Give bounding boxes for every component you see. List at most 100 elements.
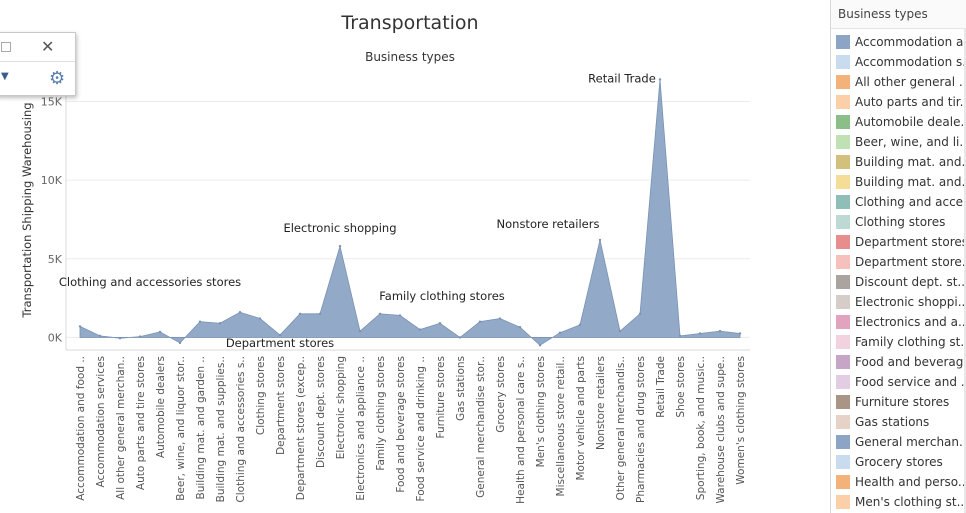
legend-label: Food and beverag.. [855,355,965,369]
data-point [218,322,222,325]
legend-item[interactable]: Beer, wine, and li.. [831,132,966,152]
legend-label: Department stores [855,235,965,249]
data-point [598,238,602,242]
data-point [698,332,702,335]
x-tick-label: Building mat. and supplies.. [215,356,227,502]
legend-label: Family clothing st.. [855,335,965,349]
x-tick-label: All other general merchan.. [115,356,127,500]
x-tick-label: Auto parts and tire stores [135,356,147,490]
legend-swatch [836,235,850,249]
data-point [238,311,242,314]
x-tick-label: Miscellaneous store retail.. [555,356,567,496]
gear-icon[interactable]: ⚙ [49,68,66,89]
x-tick-label: Women's clothing stores [735,356,747,485]
legend-item[interactable]: Building mat. and.. [831,172,966,192]
x-tick-label: Clothing and accessories s.. [235,356,247,503]
legend-item[interactable]: Auto parts and tir.. [831,92,966,112]
legend-item[interactable]: Clothing stores [831,212,966,232]
data-point [78,325,82,328]
legend-swatch [836,175,850,189]
x-tick-label: Warehouse clubs and supe.. [715,356,727,504]
x-tick-label: Pharmacies and drug stores [635,356,647,503]
legend-item[interactable]: Accommodation s.. [831,52,966,72]
legend-swatch [836,375,850,389]
data-point [438,322,442,325]
legend-item[interactable]: Electronic shoppi.. [831,292,966,312]
area-series [79,79,741,346]
legend-label: Electronics and a.. [855,315,965,329]
legend-item[interactable]: Men's clothing st.. [831,492,966,512]
x-tick-label: Discount dept. stores [315,356,327,468]
legend-label: Automobile deale.. [855,115,965,129]
legend-item[interactable]: All other general .. [831,72,966,92]
data-point [458,336,462,339]
legend-list: Accommodation a.. Accommodation s.. All ot… [831,29,966,512]
annotation-label: Family clothing stores [379,289,505,303]
legend-item[interactable]: Food and beverag.. [831,352,966,372]
legend-item[interactable]: Accommodation a.. [831,32,966,52]
data-point [338,244,342,248]
toolbar-divider [0,61,75,62]
legend-item[interactable]: Department stores [831,232,966,252]
legend-item[interactable]: Furniture stores [831,392,966,412]
annotation-label: Clothing and accessories stores [59,275,241,289]
legend-label: Accommodation s.. [855,55,965,69]
x-tick-label: Health and personal care s.. [515,356,527,504]
restore-icon[interactable] [1,42,11,52]
legend-item[interactable]: Building mat. and.. [831,152,966,172]
legend-label: General merchan.. [855,435,965,449]
x-tick-label: Department stores (excep.. [295,356,307,500]
legend-item[interactable]: Gas stations [831,412,966,432]
x-tick-label: Automobile dealers [155,356,167,458]
data-point [418,328,422,331]
legend-item[interactable]: Discount dept. st.. [831,272,966,292]
legend-label: Discount dept. st.. [855,275,965,289]
x-tick-label: Motor vehicle and parts [575,356,587,481]
data-point [658,78,662,81]
x-tick-label: Men's clothing stores [535,356,547,467]
annotation-label: Nonstore retailers [497,217,600,231]
data-point [378,312,382,316]
data-point [298,312,302,316]
data-point [178,341,182,345]
x-tick-label: Beer, wine, and liquor stor.. [175,356,187,501]
legend-swatch [836,135,850,149]
data-point [678,334,682,338]
legend-item[interactable]: Clothing and acce.. [831,192,966,212]
legend-scrollbar[interactable] [964,28,966,513]
legend-swatch [836,155,850,169]
x-tick-label: Building mat. and garden .. [195,356,207,500]
close-icon[interactable]: ✕ [41,37,55,56]
area-chart[interactable]: 0K 5K 10K 15K Accommodation and food .. Accom… [0,0,830,513]
data-point [558,331,562,334]
legend-item[interactable]: Electronics and a.. [831,312,966,332]
annotation-label: Department stores [226,336,334,350]
legend-swatch [836,275,850,289]
legend-item[interactable]: Food service and .. [831,372,966,392]
x-tick-label: Department stores [275,356,287,455]
legend-item[interactable]: Health and perso.. [831,472,966,492]
x-tick-label: Family clothing stores [375,356,387,471]
legend-item[interactable]: Family clothing st.. [831,332,966,352]
legend-swatch [836,455,850,469]
floating-toolbar-window[interactable]: ✕ ▼ ⚙ [0,32,76,96]
legend-label: All other general .. [855,75,965,89]
y-tick-label: 0K [48,331,63,344]
legend-item[interactable]: Automobile deale.. [831,112,966,132]
legend-swatch [836,315,850,329]
legend-swatch [836,115,850,129]
legend-label: Auto parts and tir.. [855,95,965,109]
dropdown-caret-icon[interactable]: ▼ [1,71,9,82]
legend-swatch [836,35,850,49]
legend-item[interactable]: General merchan.. [831,432,966,452]
legend-label: Clothing and acce.. [855,195,965,209]
legend-item[interactable]: Grocery stores [831,452,966,472]
x-tick-label: Grocery stores [495,356,507,433]
legend-label: Food service and .. [855,375,965,389]
data-point [138,335,142,338]
data-point [538,344,542,347]
x-tick-label: Electronics and appliance .. [355,356,367,501]
legend-label: Men's clothing st.. [855,495,965,509]
legend-item[interactable]: Department store.. [831,252,966,272]
annotation-label: Retail Trade [588,71,656,85]
